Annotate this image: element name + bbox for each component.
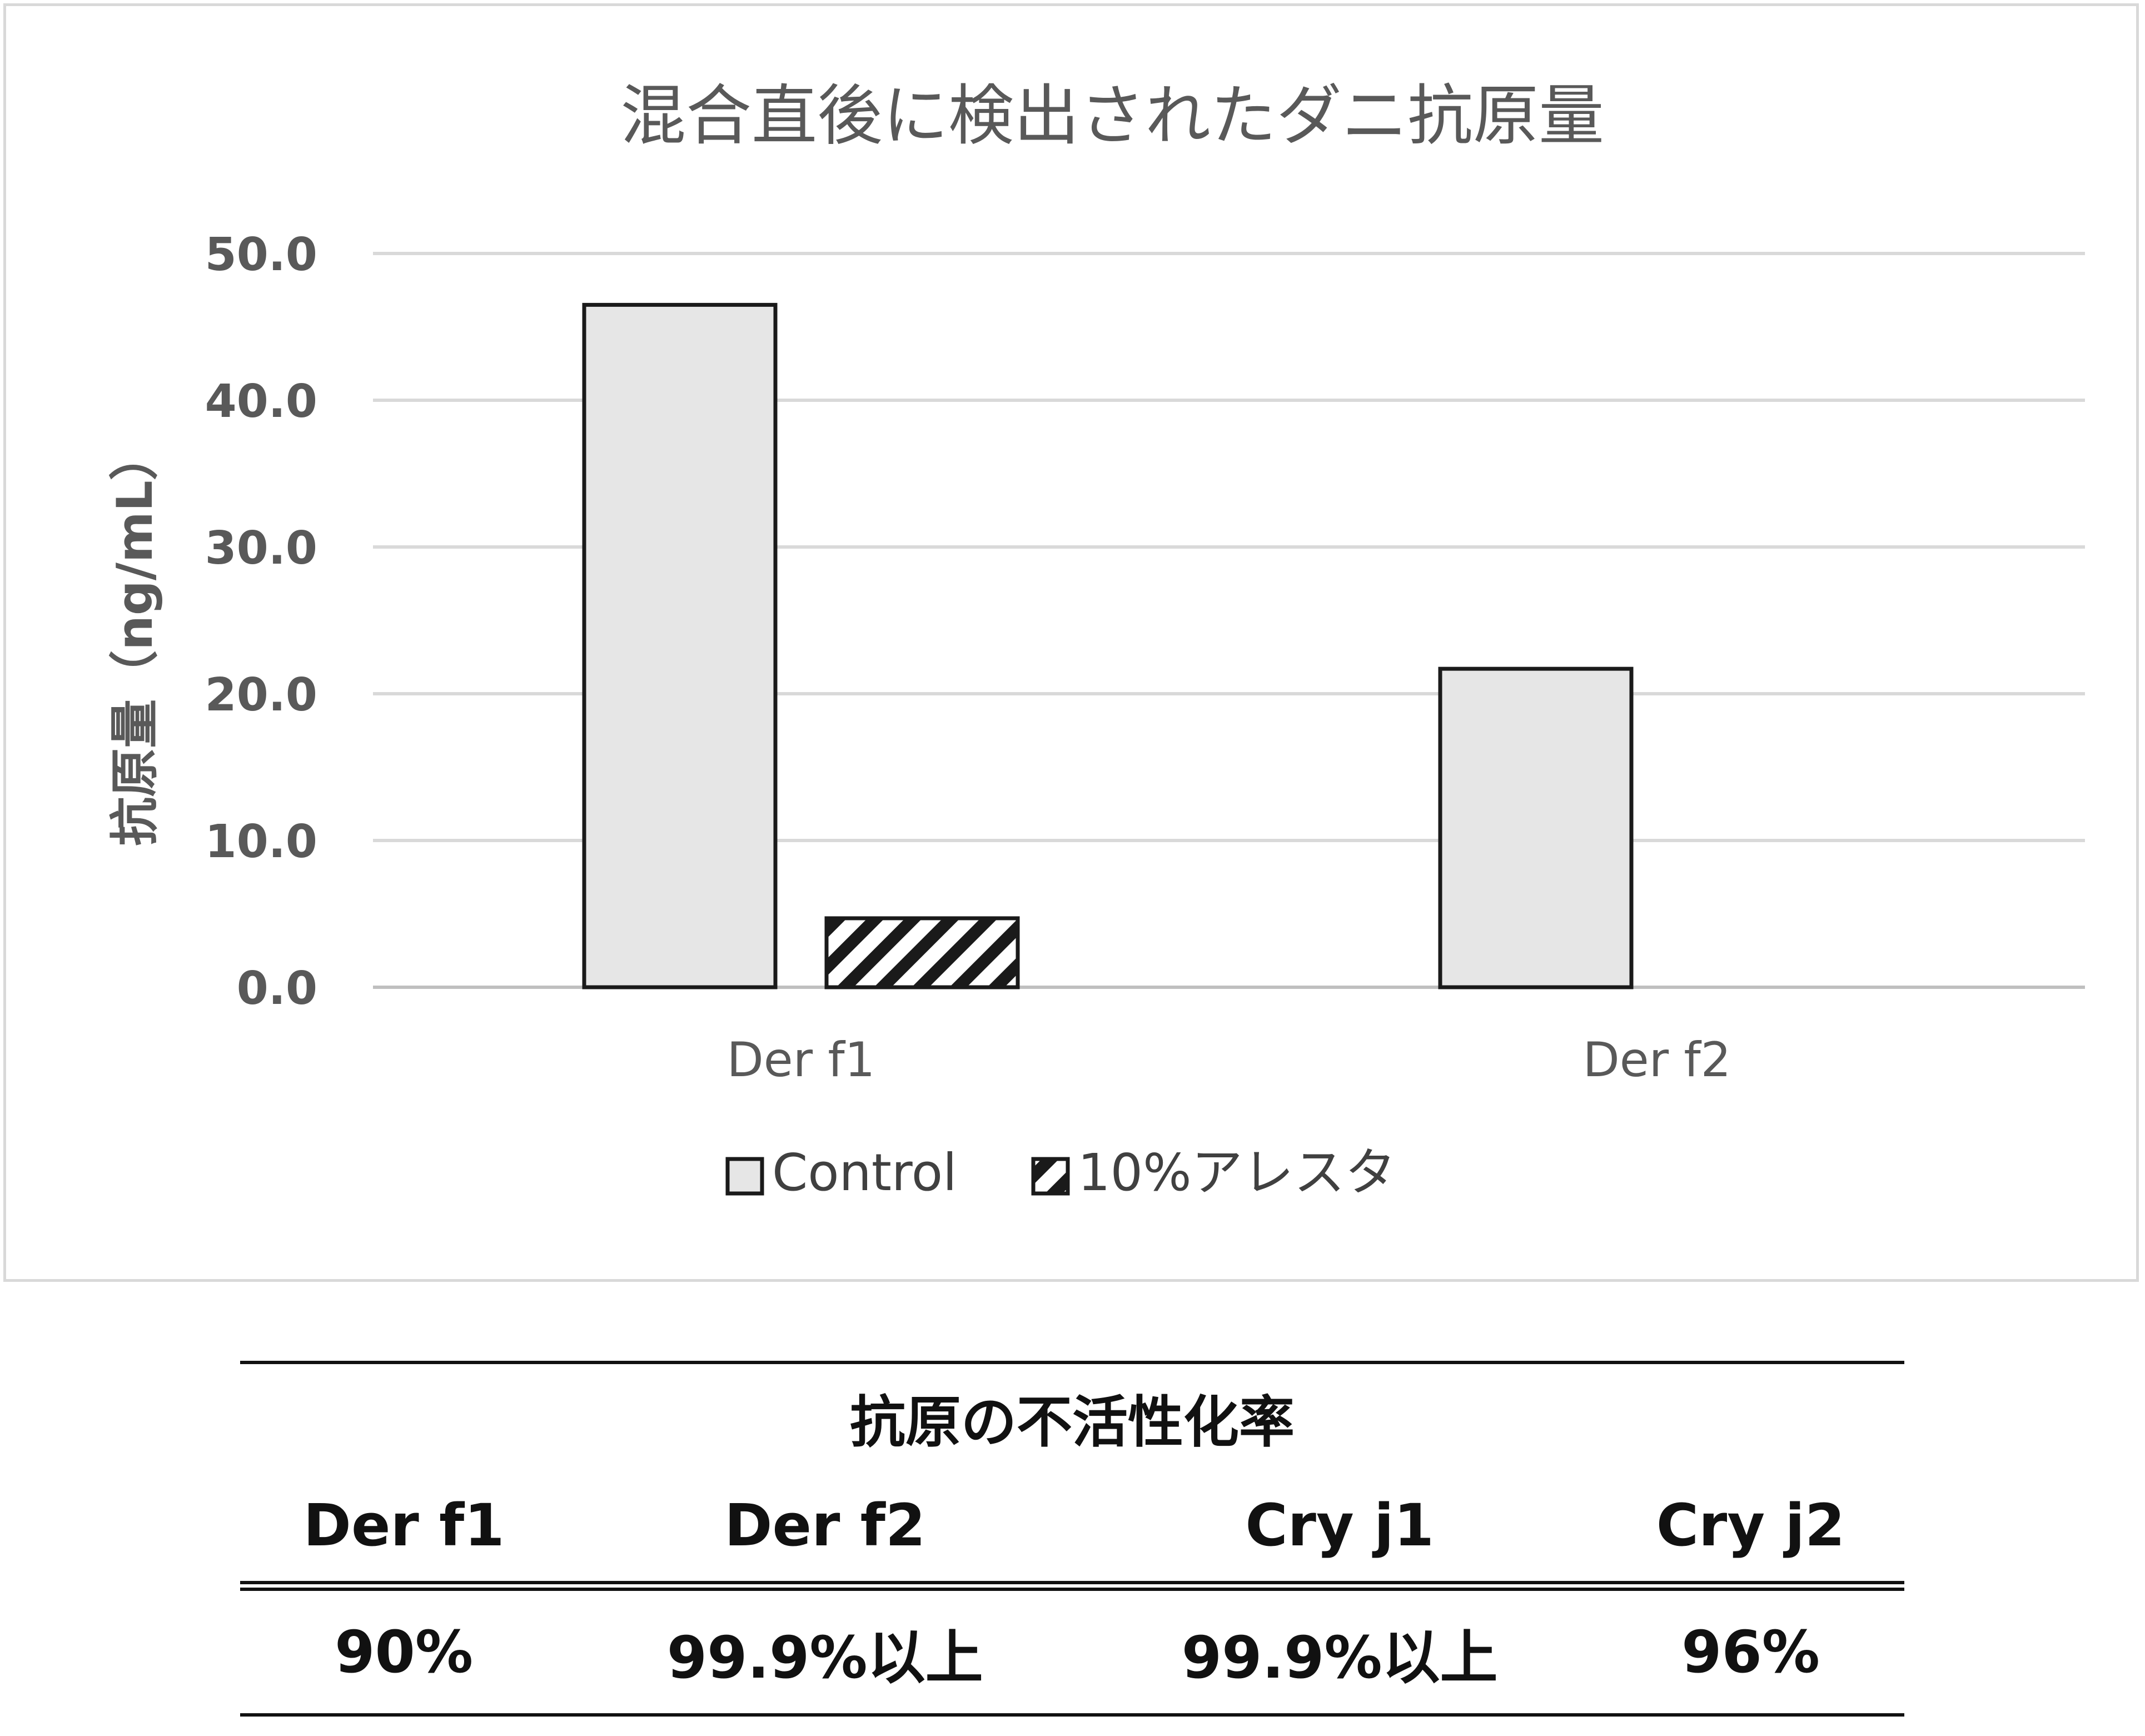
table-value-der-f2: 99.9%以上 <box>568 1586 1083 1717</box>
legend-label: Control <box>772 1143 957 1202</box>
bar-10-der-f1 <box>824 916 1020 989</box>
legend-label: 10%アレスタ <box>1078 1143 1396 1202</box>
x-category-labels: Der f1 Der f2 <box>727 1032 1731 1088</box>
table-value-cry-j1: 99.9%以上 <box>1082 1586 1597 1717</box>
table-caption: 抗原の不活性化率 <box>240 1361 1904 1470</box>
bar-chart: 混合直後に検出されたダニ抗原量 0.010.020.030.040.050.0 … <box>106 77 2085 1202</box>
y-tick-label: 20.0 <box>205 669 317 722</box>
y-axis-label: 抗原量（ng/mL） <box>106 431 163 846</box>
table-value-cry-j2: 96% <box>1597 1586 1904 1717</box>
table-header-cry-j2: Cry j2 <box>1597 1470 1904 1591</box>
y-tick-label: 10.0 <box>205 815 317 868</box>
legend-swatch <box>1031 1157 1070 1196</box>
table-header-der-f2: Der f2 <box>568 1470 1083 1591</box>
x-category-label: Der f2 <box>1583 1032 1731 1088</box>
chart-panel: 混合直後に検出されたダニ抗原量 0.0 10.0 20.0 30.0 40.0 50.0 … <box>3 3 2139 1282</box>
inactivation-rate-table: 抗原の不活性化率 Der f1 Der f2 Cry j1 Cry j2 90%… <box>240 1361 1904 1717</box>
y-tick-label: 50.0 <box>205 228 317 281</box>
y-tick-label: 40.0 <box>205 375 317 428</box>
y-tick-label: 30.0 <box>205 522 317 575</box>
bars <box>582 302 1634 989</box>
table-header-cry-j1: Cry j1 <box>1082 1470 1597 1591</box>
chart-title: 混合直後に検出されたダニ抗原量 <box>620 77 1604 154</box>
legend: Control 10%アレスタ <box>725 1143 1396 1202</box>
bar-control-der-f1 <box>582 302 778 989</box>
y-tick-labels: 0.0 10.0 20.0 30.0 40.0 50.0 <box>205 228 317 1015</box>
bar-control-der-f2 <box>1438 666 1634 989</box>
table-header-der-f1: Der f1 <box>240 1470 568 1591</box>
table-value-der-f1: 90% <box>240 1586 568 1717</box>
y-tick-label: 0.0 <box>237 962 317 1015</box>
legend-swatch <box>725 1157 764 1196</box>
x-category-label: Der f1 <box>727 1032 875 1088</box>
